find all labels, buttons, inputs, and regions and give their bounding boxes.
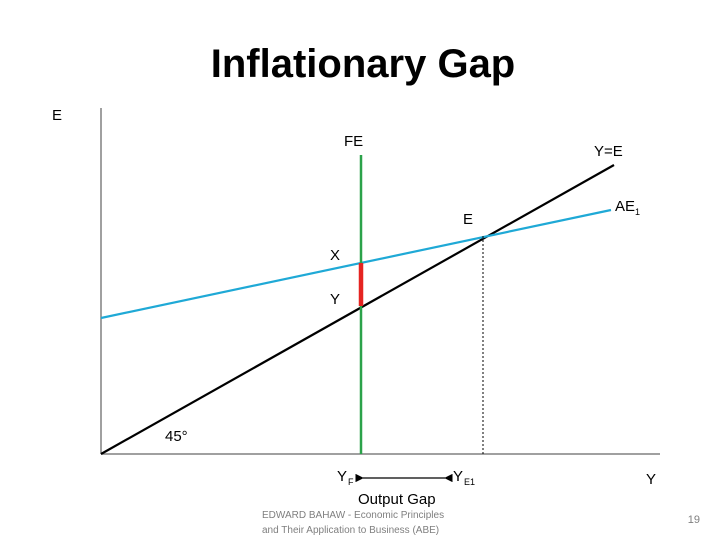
fe-label: FE — [344, 133, 363, 150]
slide-title-text: Inflationary Gap — [210, 42, 516, 86]
point-e-label: E — [463, 211, 473, 228]
ye-line — [100, 164, 615, 455]
ae-line — [100, 208, 612, 320]
output-gap-label: Output Gap — [358, 491, 436, 508]
point-y-label: Y — [330, 291, 340, 308]
ae-line-label: AE1 — [615, 198, 640, 217]
axis-e-label: E — [52, 107, 62, 124]
ye-line-label: Y=E — [594, 143, 623, 160]
axis-y-label: Y — [646, 471, 656, 488]
tick-ye1-label: YE1 — [453, 468, 475, 487]
footer-credit-line1: EDWARD BAHAW - Economic Principles — [262, 510, 445, 521]
tick-yf-label: YF — [337, 468, 354, 487]
angle-label: 45° — [165, 428, 188, 445]
footer-credit: EDWARD BAHAW - Economic Principles and T… — [262, 508, 492, 538]
slide-title: Inflationary Gap — [0, 42, 728, 87]
page-number: 19 — [687, 514, 700, 526]
footer-credit-line2: and Their Application to Business (ABE) — [262, 525, 440, 536]
point-x-label: X — [330, 247, 340, 264]
